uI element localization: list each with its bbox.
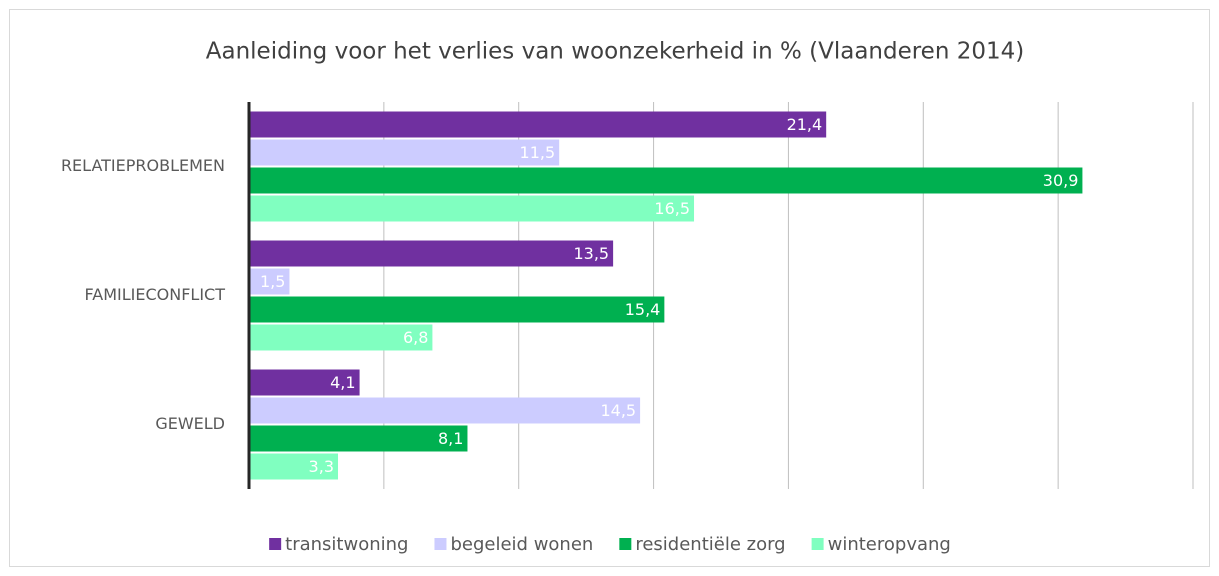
data-label: 21,4 xyxy=(787,115,823,134)
legend-label: begeleid wonen xyxy=(450,534,593,555)
legend-label: residentiële zorg xyxy=(635,534,785,555)
legend-swatch xyxy=(619,538,632,550)
data-label: 13,5 xyxy=(573,244,609,263)
bar xyxy=(249,240,614,267)
bar xyxy=(249,111,827,138)
bar xyxy=(249,425,468,452)
bar xyxy=(249,397,641,424)
data-label: 15,4 xyxy=(625,300,661,319)
legend-swatch xyxy=(811,538,824,550)
bar xyxy=(249,139,560,166)
bar xyxy=(249,453,339,480)
data-label: 6,8 xyxy=(403,328,428,347)
bar xyxy=(249,296,665,323)
y-tick-label: GEWELD xyxy=(155,414,225,433)
data-label: 11,5 xyxy=(520,143,556,162)
data-label: 30,9 xyxy=(1043,171,1079,190)
data-label: 4,1 xyxy=(330,373,355,392)
bar xyxy=(249,324,433,351)
y-tick-label: RELATIEPROBLEMEN xyxy=(61,156,225,175)
y-tick-label: FAMILIECONFLICT xyxy=(85,285,226,304)
data-label: 3,3 xyxy=(309,457,334,476)
bar xyxy=(249,195,695,222)
data-label: 14,5 xyxy=(600,401,636,420)
data-label: 8,1 xyxy=(438,429,463,448)
chart-title: Aanleiding voor het verlies van woonzeke… xyxy=(206,39,1024,65)
bar xyxy=(249,167,1083,194)
data-label: 16,5 xyxy=(654,199,690,218)
bar xyxy=(249,268,290,295)
data-label: 1,5 xyxy=(260,272,285,291)
legend-label: winteropvang xyxy=(828,534,951,555)
chart-border xyxy=(9,9,1210,567)
legend-swatch xyxy=(269,538,282,550)
bar xyxy=(249,369,360,396)
legend-swatch xyxy=(434,538,447,550)
legend-label: transitwoning xyxy=(285,534,408,555)
